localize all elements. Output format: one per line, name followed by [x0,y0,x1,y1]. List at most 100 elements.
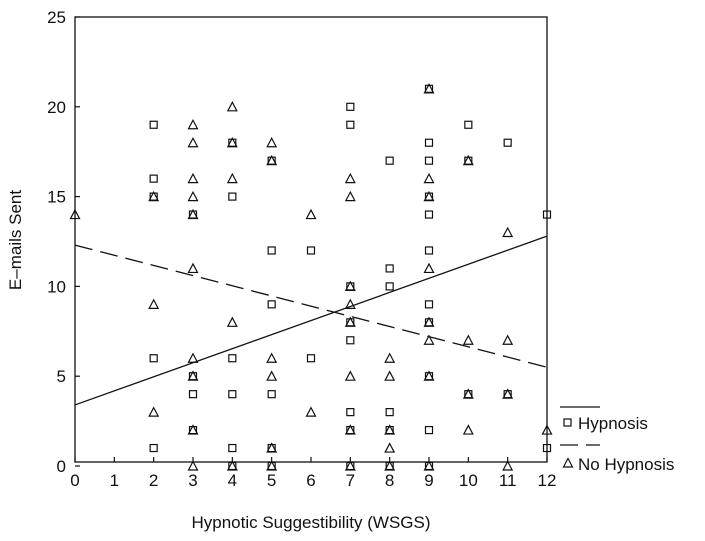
point-no-hypnosis [423,460,435,471]
x-tick-label: 12 [538,471,557,490]
point-no-hypnosis [502,388,514,399]
point-no-hypnosis [266,154,278,166]
point-no-hypnosis [462,154,474,166]
point-hypnosis [149,443,158,453]
point-no-hypnosis [423,83,435,94]
point-hypnosis [424,246,434,255]
point-no-hypnosis [344,460,356,471]
y-tick-label: 15 [47,188,66,207]
point-no-hypnosis [187,424,199,435]
fit-line-hypnosis [74,235,548,406]
point-no-hypnosis [423,316,435,327]
point-no-hypnosis [344,424,356,435]
point-no-hypnosis [266,460,278,471]
legend-marker-triangle [562,457,574,468]
point-no-hypnosis [502,226,514,238]
y-tick-label: 10 [47,277,66,296]
point-hypnosis [503,138,512,147]
point-no-hypnosis [423,370,435,381]
point-no-hypnosis [502,334,514,345]
point-no-hypnosis [462,334,474,345]
point-hypnosis [464,120,473,129]
point-no-hypnosis [266,352,278,363]
legend-marker-square [563,418,572,427]
point-hypnosis [228,443,237,453]
point-no-hypnosis [344,316,356,327]
point-no-hypnosis [187,460,199,471]
y-tick-label: 0 [57,457,66,476]
point-hypnosis [385,156,394,165]
point-hypnosis [424,156,434,165]
point-no-hypnosis [187,370,199,381]
point-hypnosis [149,120,158,129]
point-no-hypnosis [266,370,278,381]
point-no-hypnosis [305,406,317,417]
point-hypnosis [346,120,355,129]
x-tick-label: 10 [459,471,478,490]
point-no-hypnosis [305,208,317,220]
point-no-hypnosis [266,136,278,148]
point-no-hypnosis [226,460,238,471]
point-no-hypnosis [187,172,199,184]
point-hypnosis [267,246,276,255]
x-tick-label: 1 [110,471,119,490]
x-tick-label: 6 [306,471,315,490]
legend-label-hypnosis: Hypnosis [578,414,648,433]
point-no-hypnosis [384,424,396,435]
y-axis-ticks: 0 5 10 15 20 25 [47,8,80,476]
point-hypnosis [306,354,316,363]
fit-lines [74,235,548,406]
point-no-hypnosis [423,262,435,274]
point-hypnosis [306,246,316,255]
point-hypnosis [267,390,276,399]
legend: Hypnosis No Hypnosis [560,406,674,474]
point-no-hypnosis [187,208,199,220]
point-no-hypnosis [384,442,396,453]
point-no-hypnosis [423,172,435,184]
point-no-hypnosis [344,172,356,184]
point-no-hypnosis [462,424,474,435]
point-hypnosis [346,408,355,417]
point-hypnosis [424,300,434,309]
point-no-hypnosis [226,136,238,148]
y-tick-label: 25 [47,8,66,27]
y-tick-label: 5 [57,367,66,386]
point-hypnosis [228,354,237,363]
x-tick-label: 4 [228,471,237,490]
point-hypnosis [424,425,434,435]
point-no-hypnosis [384,370,396,381]
y-axis-title: E–mails Sent [6,190,25,290]
point-no-hypnosis [187,262,199,274]
point-no-hypnosis [187,190,199,202]
point-no-hypnosis [344,370,356,381]
point-no-hypnosis [423,334,435,345]
point-no-hypnosis [187,352,199,363]
data-points [69,83,553,471]
point-no-hypnosis [226,172,238,184]
x-tick-label: 5 [267,471,276,490]
legend-label-no-hypnosis: No Hypnosis [578,455,674,474]
point-hypnosis [385,282,394,291]
point-no-hypnosis [148,298,160,309]
point-no-hypnosis [226,316,238,327]
point-no-hypnosis [344,298,356,309]
point-no-hypnosis [148,190,160,202]
y-tick-label: 20 [47,98,66,117]
point-hypnosis [542,443,552,453]
x-tick-label: 8 [385,471,394,490]
point-hypnosis [424,138,434,147]
x-tick-label: 11 [499,471,517,490]
point-hypnosis [424,210,434,219]
point-no-hypnosis [384,460,396,471]
point-hypnosis [542,210,552,219]
point-hypnosis [267,300,276,309]
point-no-hypnosis [344,280,356,291]
point-hypnosis [228,192,237,201]
point-hypnosis [188,390,198,399]
point-hypnosis [228,390,237,399]
point-no-hypnosis [226,101,238,112]
x-tick-label: 9 [424,471,433,490]
point-hypnosis [346,102,355,111]
x-tick-label: 2 [149,471,158,490]
